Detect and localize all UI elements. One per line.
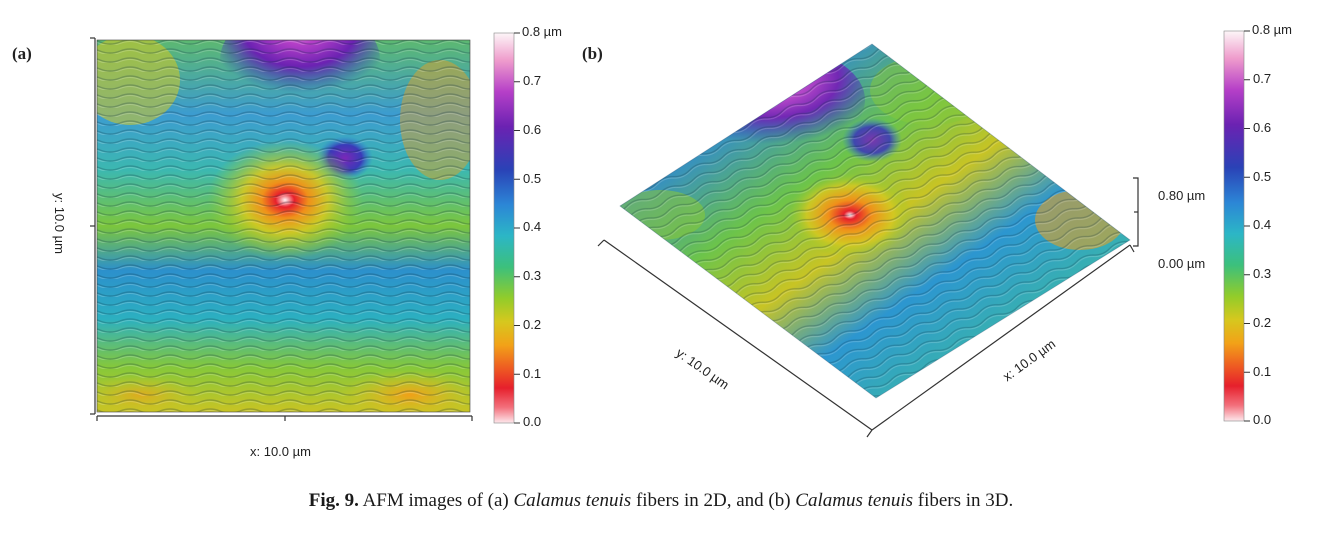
panel-a-label: (a) — [12, 44, 32, 63]
caption-species-1: Calamus tenuis — [513, 490, 632, 511]
colorbar-a-tick: 0.4 — [523, 219, 542, 234]
panel-a-y-axis-label: y: 10.0 µm — [52, 193, 67, 254]
caption-fig-number: Fig. 9. — [308, 490, 359, 511]
colorbar-b-top-label: 0.8 µm — [1252, 22, 1293, 37]
colorbar-a-tick: 0.0 — [523, 414, 542, 429]
panel-b-z-scale-top: 0.80 µm — [1158, 188, 1206, 203]
colorbar-a-tick: 0.2 — [523, 317, 542, 332]
colorbar-a-tick: 0.6 — [523, 122, 542, 137]
colorbar-a-tick: 0.7 — [523, 73, 542, 88]
panel-a-axes — [90, 37, 473, 421]
colorbar-b-tick: 0.3 — [1253, 266, 1272, 281]
colorbar-b-tick: 0.6 — [1253, 120, 1272, 135]
panel-b-z-scale-bottom: 0.00 µm — [1158, 256, 1206, 271]
caption-text-3: fibers in 3D. — [917, 490, 1014, 511]
colorbar-b-tick: 0.4 — [1253, 217, 1272, 232]
colorbar-b-tick: 0.1 — [1253, 364, 1272, 379]
figure-caption: Fig. 9. AFM images of (a) Calamus tenuis… — [0, 490, 1322, 512]
caption-species-2: Calamus tenuis — [795, 490, 913, 511]
panel-a-x-axis-label: x: 10.0 µm — [250, 444, 311, 459]
panel-b-axes — [597, 177, 1139, 438]
caption-text-2: fibers in 2D, and (b) — [635, 490, 791, 511]
caption-text-1: AFM images of (a) — [362, 490, 509, 511]
afm-2d-image — [97, 40, 470, 412]
colorbar-b-tick: 0.7 — [1253, 71, 1272, 86]
colorbar-a-tick: 0.3 — [523, 268, 542, 283]
colorbar-b-tick: 0.5 — [1253, 169, 1272, 184]
colorbar-a — [493, 32, 520, 424]
colorbar-a-top-label: 0.8 µm — [522, 24, 563, 39]
colorbar-b-tick: 0.2 — [1253, 315, 1272, 330]
colorbar-b-tick: 0.0 — [1253, 412, 1272, 427]
panel-b-label: (b) — [582, 44, 603, 63]
colorbar-a-tick: 0.1 — [523, 366, 542, 381]
colorbar-b — [1223, 30, 1250, 422]
colorbar-a-tick: 0.5 — [523, 171, 542, 186]
